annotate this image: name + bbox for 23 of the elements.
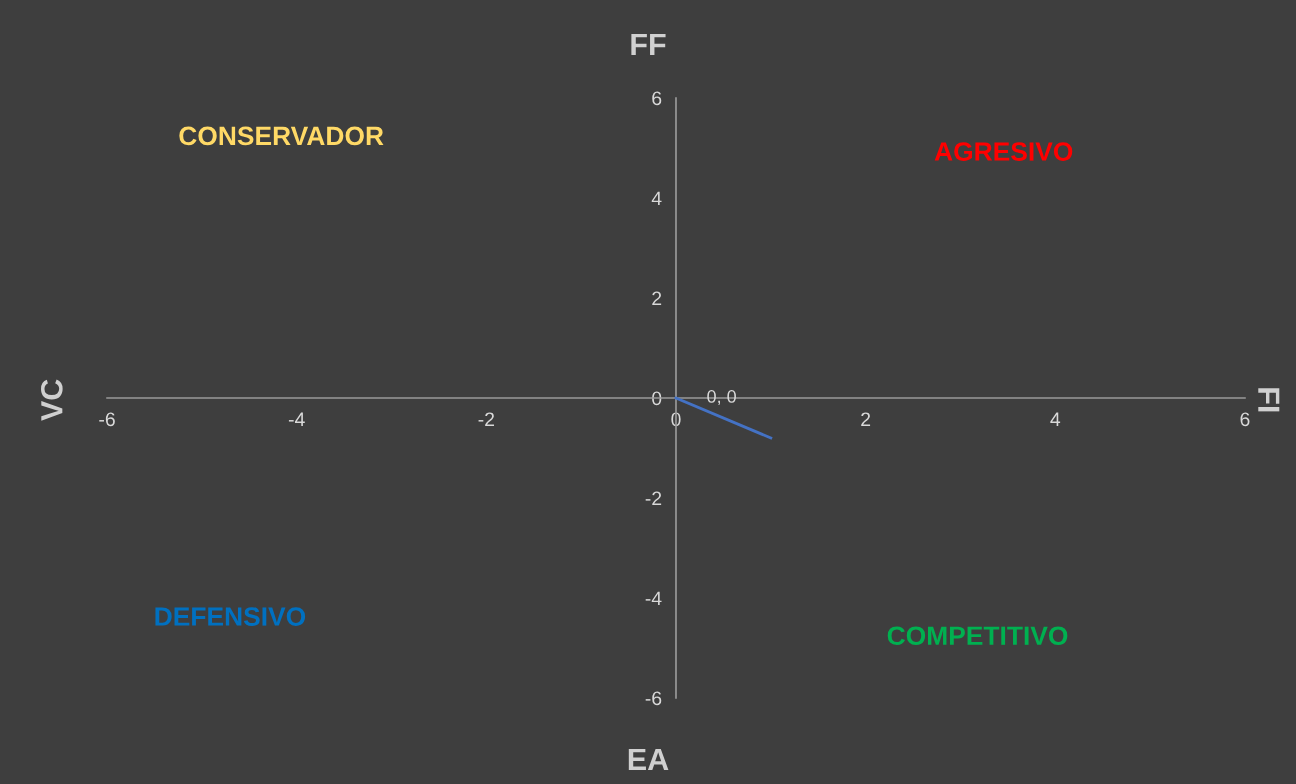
y-tick-label: 0 — [652, 391, 662, 406]
text: EA — [628, 748, 669, 770]
y-tick-label: -4 — [645, 591, 662, 606]
text: VC — [41, 379, 63, 421]
y-tick-label: 6 — [652, 91, 662, 106]
annotation: DEFENSIVO — [155, 607, 306, 626]
annotation: AGRESIVO — [934, 142, 1073, 161]
x-tick-label: -4 — [288, 412, 305, 426]
y-tick-label: -6 — [645, 691, 662, 706]
y-tick-label: 4 — [651, 191, 662, 206]
text: FI — [1258, 388, 1280, 412]
x-tick-label: -6 — [99, 412, 115, 427]
annotation: COMPETITIVO — [887, 626, 1068, 646]
x-tick-label: 0 — [671, 412, 681, 427]
x-tick-label: 4 — [1050, 412, 1061, 426]
text: FF — [631, 33, 666, 55]
data-label: 0, 0 — [707, 390, 736, 405]
y-tick-label: 2 — [652, 291, 662, 306]
annotation: CONSERVADOR — [179, 126, 384, 146]
x-tick-label: -2 — [478, 412, 495, 426]
x-tick-label: 6 — [1240, 412, 1250, 427]
y-tick-label: -2 — [645, 491, 662, 506]
x-tick-label: 2 — [861, 412, 871, 426]
